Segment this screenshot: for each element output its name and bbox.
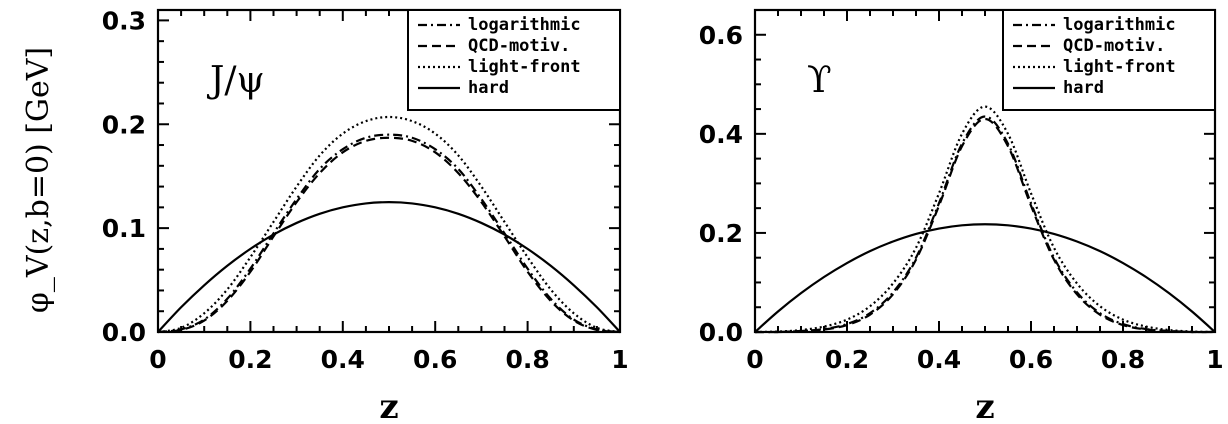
- x-tick-label: 0.4: [321, 345, 365, 374]
- legend-entry: light-front: [1063, 57, 1176, 77]
- y-tick-label: 0.0: [102, 318, 146, 347]
- y-tick-label: 0.4: [699, 120, 743, 149]
- x-tick-label: 1: [1206, 345, 1223, 374]
- panel-2: 0 0.2 0.4 0.6 0.8 1 0.0 0.2 0.4 0.6 z ϒlogarithmicQ…: [699, 8, 1224, 424]
- series-line-qcd-motiv-: [754, 117, 1216, 334]
- x-tick-label: 0.2: [825, 345, 869, 374]
- y-tick-label: 0.2: [102, 110, 146, 139]
- x-tick-label: 0.8: [1101, 345, 1145, 374]
- y-tick-label: 0.2: [699, 219, 743, 248]
- legend-entry: QCD-motiv.: [1063, 36, 1165, 56]
- x-axis-label: z: [379, 387, 398, 424]
- panel-label: ϒ: [807, 60, 832, 101]
- series-line-logarithmic: [157, 133, 621, 334]
- legend-entry: QCD-motiv.: [468, 36, 570, 56]
- legend-entry: hard: [468, 78, 509, 98]
- x-axis-label: z: [975, 387, 994, 424]
- series-line-logarithmic: [754, 115, 1216, 334]
- legend-entry: light-front: [468, 57, 581, 77]
- series-line-qcd-motiv-: [157, 136, 621, 334]
- legend-entry: hard: [1063, 78, 1104, 98]
- y-axis-label: φ_V(z,b=0) [GeV]: [21, 47, 56, 313]
- x-tick-label: 0.6: [1009, 345, 1053, 374]
- panel-label: J/ψ: [206, 60, 265, 101]
- x-tick-label: 1: [611, 345, 628, 374]
- x-tick-label: 0.8: [505, 345, 549, 374]
- y-tick-label: 0.0: [699, 318, 743, 347]
- series-line-hard: [754, 223, 1216, 333]
- chart-panels: 0 0.2 0.4 0.6 0.8 1 0.0 0.1 0.2 0.3 z J/ψ logarithmi…: [102, 6, 1224, 424]
- x-tick-label: 0.2: [228, 345, 272, 374]
- panel-1: 0 0.2 0.4 0.6 0.8 1 0.0 0.1 0.2 0.3 z J/ψ logarithmi…: [102, 6, 629, 424]
- x-tick-label: 0.4: [917, 345, 961, 374]
- legend-box: [1002, 9, 1216, 111]
- legend-entry: logarithmic: [468, 15, 581, 35]
- series-line-hard: [157, 201, 621, 333]
- y-tick-label: 0.6: [699, 21, 743, 50]
- x-tick-label: 0: [149, 345, 166, 374]
- x-tick-label: 0.6: [413, 345, 457, 374]
- legend-box: [407, 9, 621, 111]
- y-tick-label: 0.1: [102, 214, 146, 243]
- x-tick-label: 0: [746, 345, 763, 374]
- y-tick-label: 0.3: [102, 6, 146, 35]
- legend-entry: logarithmic: [1063, 15, 1176, 35]
- series-line-light-front: [754, 105, 1216, 334]
- series-line-light-front: [157, 115, 621, 334]
